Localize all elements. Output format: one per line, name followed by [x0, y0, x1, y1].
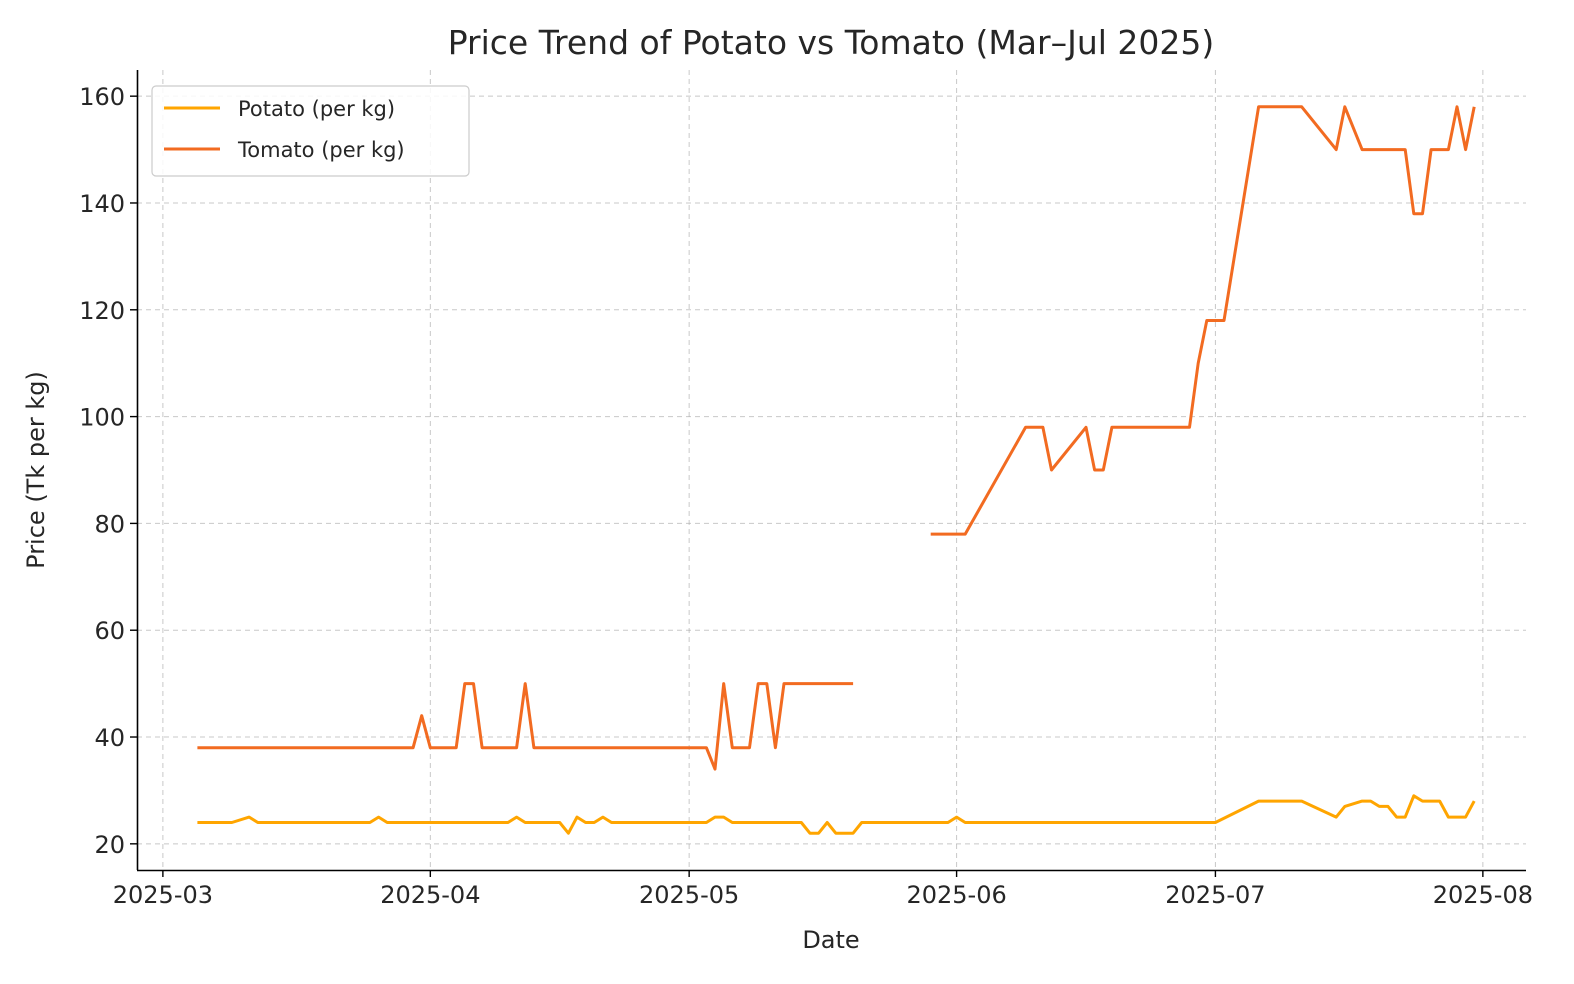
grid — [137, 70, 1526, 870]
x-tick-label: 2025-06 — [906, 881, 1006, 909]
y-tick-label: 40 — [94, 724, 125, 752]
chart-title: Price Trend of Potato vs Tomato (Mar–Jul… — [448, 23, 1215, 62]
legend-label-tomato: Tomato (per kg) — [237, 138, 405, 162]
y-tick-label: 60 — [94, 617, 125, 645]
series-lines — [197, 105, 1476, 835]
y-tick-label: 120 — [79, 297, 125, 325]
y-tick-label: 80 — [94, 510, 125, 538]
x-tick-label: 2025-07 — [1165, 881, 1265, 909]
y-tick-label: 160 — [79, 83, 125, 111]
legend-label-potato: Potato (per kg) — [238, 97, 395, 121]
series-line-potato — [197, 794, 1476, 835]
y-tick-label: 140 — [79, 190, 125, 218]
legend: Potato (per kg) Tomato (per kg) — [151, 85, 470, 177]
legend-box — [151, 85, 470, 177]
y-tick-label: 20 — [94, 831, 125, 859]
series-line-tomato — [930, 105, 1476, 536]
x-tick-label: 2025-08 — [1433, 881, 1533, 909]
x-axis-label: Date — [802, 926, 859, 954]
y-tick-label: 100 — [79, 404, 125, 432]
x-tick-label: 2025-05 — [639, 881, 739, 909]
y-axis-label: Price (Tk per kg) — [22, 371, 50, 569]
y-ticks: 20 40 60 80 100 120 140 160 — [79, 83, 137, 859]
x-tick-label: 2025-04 — [380, 881, 480, 909]
x-ticks: 2025-03 2025-04 2025-05 2025-06 2025-07 2025-… — [113, 870, 1533, 909]
x-tick-label: 2025-03 — [113, 881, 213, 909]
series-line-tomato — [197, 682, 854, 771]
